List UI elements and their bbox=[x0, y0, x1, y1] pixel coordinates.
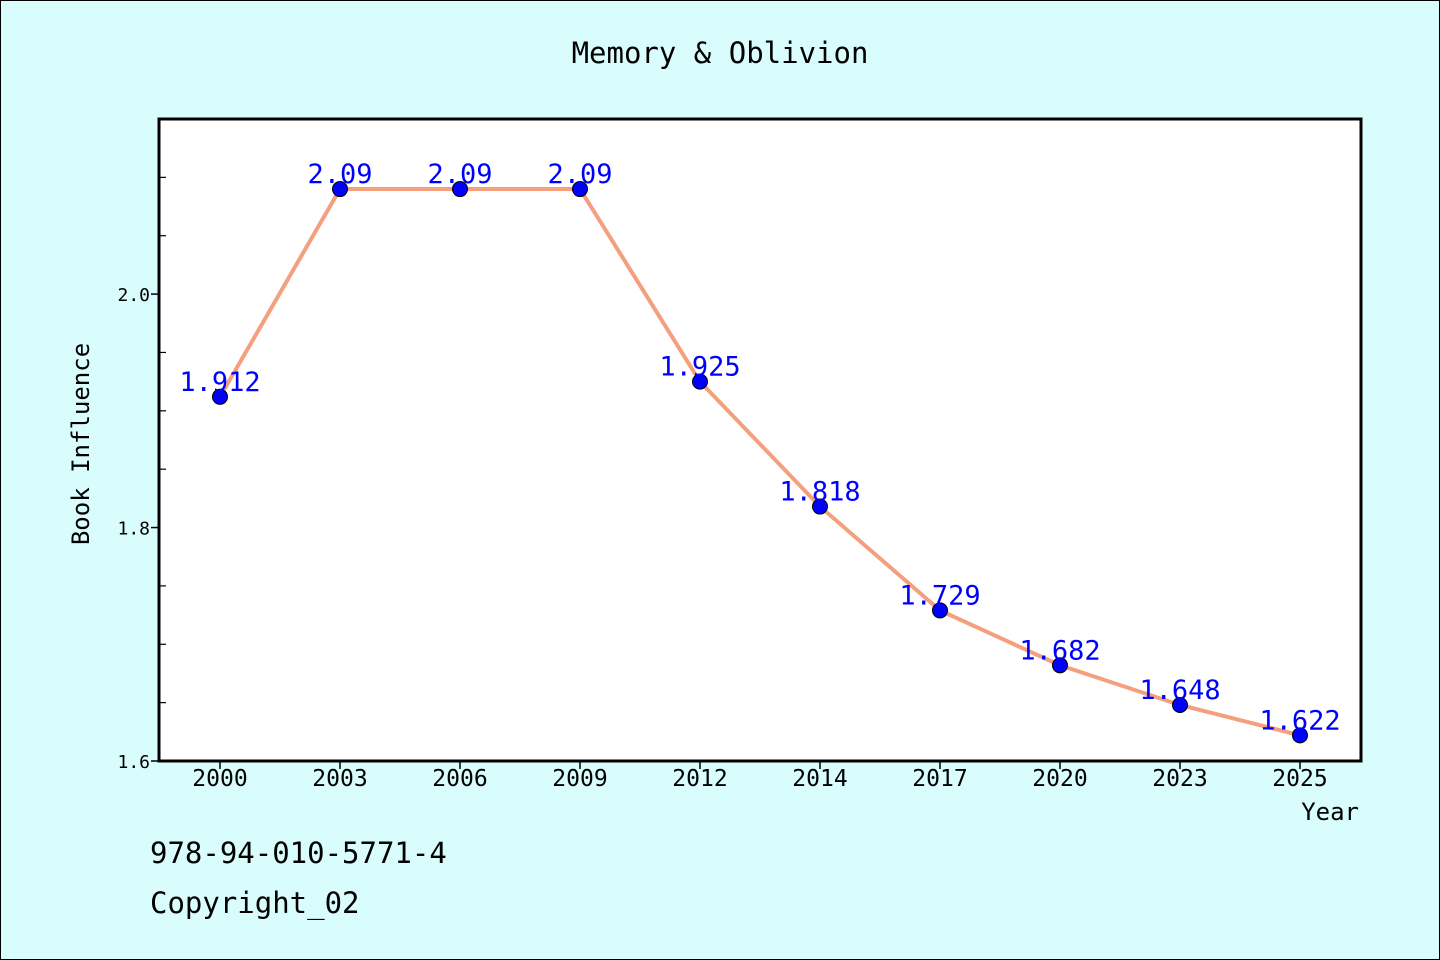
data-point bbox=[932, 602, 948, 619]
data-labels: 1.912 2.09 2.09 2.09 1.925 1.818 1.729 1.682 1.6… bbox=[179, 159, 1340, 736]
data-label: 1.682 bbox=[1019, 635, 1100, 666]
copyright-text: Copyright_02 bbox=[150, 886, 360, 920]
x-tick-label: 2000 bbox=[192, 766, 247, 792]
data-point bbox=[1292, 727, 1308, 744]
x-tick-label: 2023 bbox=[1152, 766, 1207, 792]
data-label: 1.925 bbox=[659, 352, 740, 383]
data-label: 1.912 bbox=[179, 367, 260, 398]
plot-area bbox=[157, 117, 1363, 763]
data-point bbox=[212, 388, 228, 405]
data-label: 1.818 bbox=[779, 477, 860, 508]
y-axis-label: Book Influence bbox=[67, 343, 95, 545]
isbn-text: 978-94-010-5771-4 bbox=[150, 836, 447, 870]
series-line bbox=[218, 187, 1301, 738]
x-tick-label: 2020 bbox=[1032, 766, 1087, 792]
y-tick-labels: 1.6 1.8 2.0 bbox=[117, 285, 150, 773]
x-tick-label: 2006 bbox=[432, 766, 487, 792]
x-axis-label: Year bbox=[1301, 798, 1359, 826]
data-markers bbox=[212, 181, 1308, 744]
data-label: 2.09 bbox=[427, 159, 492, 190]
y-tick-label: 1.8 bbox=[117, 519, 150, 540]
y-tick-label: 2.0 bbox=[117, 285, 150, 306]
data-point bbox=[692, 373, 708, 390]
x-tick-label: 2009 bbox=[552, 766, 607, 792]
data-point bbox=[452, 181, 468, 198]
x-tick-label: 2012 bbox=[672, 766, 727, 792]
data-label: 2.09 bbox=[547, 159, 612, 190]
data-point bbox=[1172, 696, 1188, 713]
data-label: 1.729 bbox=[899, 580, 980, 611]
y-tick-label: 1.6 bbox=[117, 752, 150, 773]
data-point bbox=[332, 181, 348, 198]
x-tick-labels: 2000 2003 2006 2009 2012 2014 2017 2020 2023 2025 bbox=[192, 766, 1327, 792]
chart-title: Memory & Oblivion bbox=[572, 36, 869, 70]
data-label: 1.622 bbox=[1259, 705, 1340, 736]
data-label: 1.648 bbox=[1139, 675, 1220, 706]
data-point bbox=[572, 181, 588, 198]
x-tick-label: 2025 bbox=[1272, 766, 1327, 792]
data-label: 2.09 bbox=[307, 159, 372, 190]
data-point bbox=[812, 498, 828, 515]
x-tick-label: 2003 bbox=[312, 766, 367, 792]
data-point bbox=[1052, 657, 1068, 674]
x-tick-label: 2017 bbox=[912, 766, 967, 792]
x-tick-label: 2014 bbox=[792, 766, 847, 792]
axis-ticks bbox=[151, 118, 1301, 769]
